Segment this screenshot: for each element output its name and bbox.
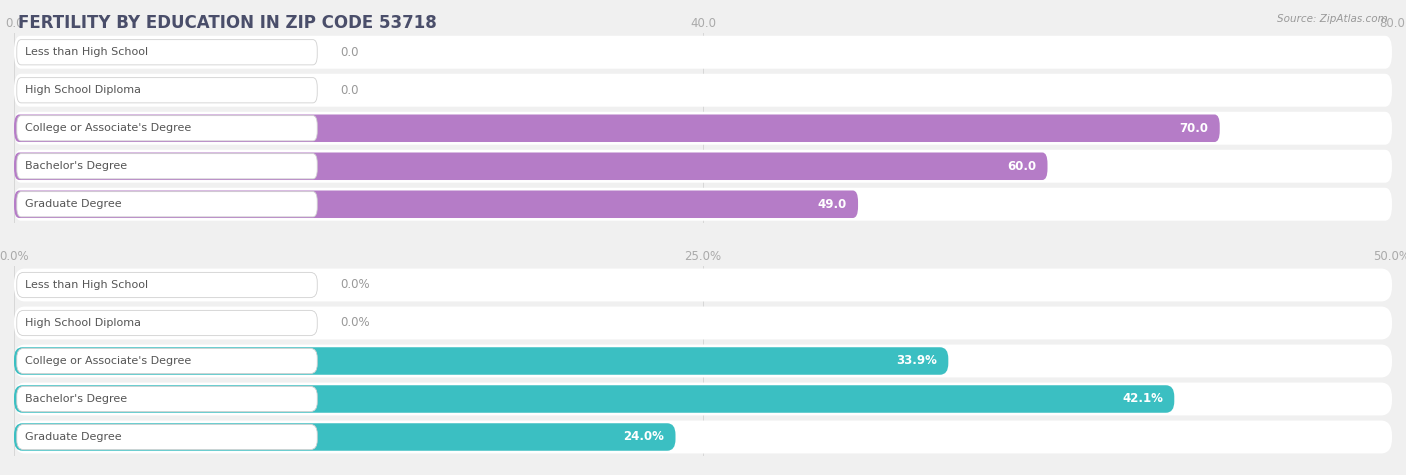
Text: Graduate Degree: Graduate Degree bbox=[25, 199, 122, 209]
FancyBboxPatch shape bbox=[17, 348, 318, 374]
Text: Less than High School: Less than High School bbox=[25, 47, 148, 57]
FancyBboxPatch shape bbox=[14, 420, 1392, 454]
Text: High School Diploma: High School Diploma bbox=[25, 85, 141, 95]
Text: Bachelor's Degree: Bachelor's Degree bbox=[25, 161, 127, 171]
Text: 24.0%: 24.0% bbox=[623, 430, 665, 444]
FancyBboxPatch shape bbox=[14, 190, 858, 218]
FancyBboxPatch shape bbox=[14, 36, 1392, 69]
Text: College or Associate's Degree: College or Associate's Degree bbox=[25, 356, 191, 366]
Text: Less than High School: Less than High School bbox=[25, 280, 148, 290]
Text: 33.9%: 33.9% bbox=[897, 354, 938, 368]
FancyBboxPatch shape bbox=[17, 386, 318, 412]
Text: FERTILITY BY EDUCATION IN ZIP CODE 53718: FERTILITY BY EDUCATION IN ZIP CODE 53718 bbox=[18, 14, 437, 32]
Text: 42.1%: 42.1% bbox=[1122, 392, 1163, 406]
FancyBboxPatch shape bbox=[17, 310, 318, 336]
Text: Source: ZipAtlas.com: Source: ZipAtlas.com bbox=[1277, 14, 1388, 24]
FancyBboxPatch shape bbox=[14, 382, 1392, 416]
Text: 60.0: 60.0 bbox=[1007, 160, 1036, 173]
FancyBboxPatch shape bbox=[14, 150, 1392, 183]
FancyBboxPatch shape bbox=[14, 74, 1392, 107]
FancyBboxPatch shape bbox=[17, 424, 318, 450]
Text: Graduate Degree: Graduate Degree bbox=[25, 432, 122, 442]
FancyBboxPatch shape bbox=[14, 385, 1174, 413]
Text: 0.0: 0.0 bbox=[340, 84, 359, 97]
FancyBboxPatch shape bbox=[17, 115, 318, 141]
Text: 0.0%: 0.0% bbox=[340, 316, 370, 330]
FancyBboxPatch shape bbox=[17, 272, 318, 298]
Text: Bachelor's Degree: Bachelor's Degree bbox=[25, 394, 127, 404]
FancyBboxPatch shape bbox=[17, 39, 318, 65]
Text: College or Associate's Degree: College or Associate's Degree bbox=[25, 123, 191, 133]
FancyBboxPatch shape bbox=[14, 114, 1220, 142]
Text: 0.0%: 0.0% bbox=[340, 278, 370, 292]
Text: 70.0: 70.0 bbox=[1180, 122, 1209, 135]
FancyBboxPatch shape bbox=[14, 188, 1392, 221]
FancyBboxPatch shape bbox=[14, 268, 1392, 302]
FancyBboxPatch shape bbox=[14, 152, 1047, 180]
FancyBboxPatch shape bbox=[17, 77, 318, 103]
FancyBboxPatch shape bbox=[17, 191, 318, 217]
FancyBboxPatch shape bbox=[14, 423, 675, 451]
Text: High School Diploma: High School Diploma bbox=[25, 318, 141, 328]
FancyBboxPatch shape bbox=[14, 112, 1392, 145]
FancyBboxPatch shape bbox=[14, 344, 1392, 378]
Text: 0.0: 0.0 bbox=[340, 46, 359, 59]
FancyBboxPatch shape bbox=[17, 153, 318, 179]
FancyBboxPatch shape bbox=[14, 306, 1392, 340]
Text: 49.0: 49.0 bbox=[818, 198, 846, 211]
FancyBboxPatch shape bbox=[14, 347, 948, 375]
